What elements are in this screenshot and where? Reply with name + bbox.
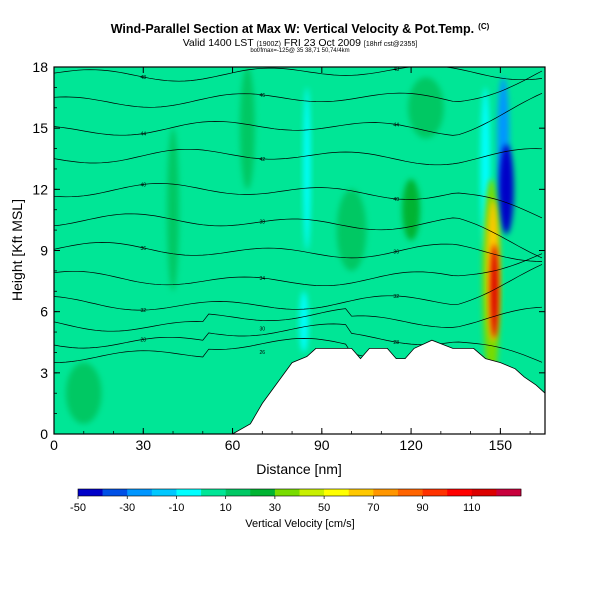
theta-contour-label: 44 [393, 122, 399, 128]
theta-contour-label: 44 [140, 132, 146, 138]
colorbar-tick-label: 110 [463, 502, 481, 514]
x-tick-label: 120 [399, 437, 423, 453]
colorbar-tick-label: 50 [318, 502, 330, 514]
x-tick-label: 90 [314, 437, 330, 453]
colorbar-swatch [397, 489, 423, 496]
theta-contour-line [54, 253, 543, 287]
colorbar-tick-label: -10 [168, 502, 184, 514]
y-tick-label: 12 [32, 181, 48, 197]
colorbar-tick-label: 10 [220, 502, 232, 514]
theta-contour-line [54, 306, 543, 332]
colorbar-swatch [102, 489, 128, 496]
theta-contour-label: 32 [140, 308, 146, 314]
velocity-cell [303, 87, 311, 251]
colorbar-swatch [274, 489, 300, 496]
colorbar-swatch [78, 489, 103, 496]
theta-contour-label: 36 [393, 250, 399, 256]
velocity-cell [167, 128, 179, 292]
y-tick-label: 18 [32, 59, 48, 75]
theta-contour-line [54, 70, 543, 108]
theta-contour-label: 42 [260, 157, 266, 163]
theta-contour-line [54, 67, 543, 82]
x-tick-label: 30 [135, 437, 151, 453]
theta-contour-label: 40 [393, 197, 399, 203]
theta-contour-label: 30 [260, 327, 266, 333]
x-tick-label: 0 [50, 437, 58, 453]
x-axis-label: Distance [nm] [256, 461, 342, 477]
x-axis: 0 30 60 90 120 150 [50, 67, 531, 453]
theta-contour-line [54, 323, 543, 363]
y-tick-label: 3 [40, 365, 48, 381]
plot-area: 48 48 46 44 44 42 40 40 38 36 36 34 32 32 30 28 28 26 [54, 67, 545, 434]
theta-contours: 48 48 46 44 44 42 40 40 38 36 36 34 32 32 30 28 28 26 [54, 67, 543, 397]
theta-contour-label: 26 [260, 350, 266, 356]
colorbar-swatch [496, 489, 522, 496]
theta-contour-line [54, 92, 543, 136]
theta-contour-label: 46 [260, 93, 266, 99]
colorbar: -50 -30 -10 10 30 50 70 90 110 [70, 488, 522, 514]
theta-contour-label: 48 [393, 67, 399, 73]
theta-contour-label: 40 [140, 182, 146, 188]
colorbar-swatch [373, 489, 399, 496]
colorbar-swatch [127, 489, 153, 496]
theta-contour-label: 38 [260, 220, 266, 226]
y-tick-label: 6 [40, 304, 48, 320]
colorbar-swatch [324, 489, 350, 496]
colorbar-swatch [225, 489, 251, 496]
y-tick-label: 0 [40, 426, 48, 442]
colorbar-tick-label: -30 [119, 502, 135, 514]
colorbar-swatch [348, 489, 374, 496]
x-tick-label: 150 [489, 437, 513, 453]
colorbar-tick-label: 30 [269, 502, 281, 514]
velocity-cell [402, 179, 421, 241]
theta-contour-label: 48 [140, 75, 146, 81]
theta-contour-line [54, 183, 543, 219]
y-axis-label: Height [Kft MSL] [9, 199, 25, 301]
velocity-cell [408, 77, 444, 139]
valid-time-line: Valid 1400 LST (1900Z) FRI 23 Oct 2009 [… [182, 37, 418, 49]
theta-contour-label: 28 [140, 337, 146, 343]
colorbar-swatch [151, 489, 177, 496]
colorbar-swatch [422, 489, 448, 496]
velocity-cell [299, 291, 309, 353]
theta-contour-line [54, 148, 543, 166]
colorbar-tick-label: 70 [367, 502, 379, 514]
colorbar-swatch [250, 489, 276, 496]
colorbar-label: Vertical Velocity [cm/s] [245, 518, 354, 530]
theta-contour-line [54, 242, 543, 262]
colorbar-swatch [447, 489, 473, 496]
chart-title: Wind-Parallel Section at Max W: Vertical… [110, 22, 490, 36]
colorbar-swatch [176, 489, 202, 496]
x-tick-label: 60 [225, 437, 241, 453]
terrain [54, 339, 545, 434]
section-endpoints-line: bot/fmax=-125@ 35 38,71 50,74/4km [250, 48, 350, 54]
theta-contour-line [54, 264, 543, 311]
velocity-cell [336, 189, 367, 271]
colorbar-frame [77, 488, 522, 497]
theta-contour-label: 34 [260, 276, 266, 282]
velocity-cell [490, 244, 499, 339]
theta-contour-label: 28 [393, 340, 399, 346]
theta-contour-label: 36 [140, 246, 146, 252]
velocity-cell [498, 144, 514, 235]
colorbar-tick-label: -50 [70, 502, 86, 514]
velocity-features [65, 67, 514, 424]
copyright-mark: (C) [478, 22, 490, 31]
y-tick-label: 15 [32, 120, 48, 136]
velocity-cell [65, 362, 102, 424]
theta-contour-label: 32 [393, 294, 399, 300]
colorbar-tick-label: 90 [416, 502, 428, 514]
theta-contour-line [54, 213, 543, 259]
colorbar-swatch [471, 489, 497, 496]
velocity-cell [239, 67, 255, 190]
colorbar-swatch [201, 489, 226, 496]
y-tick-label: 9 [40, 243, 48, 259]
colorbar-swatch [299, 489, 325, 496]
